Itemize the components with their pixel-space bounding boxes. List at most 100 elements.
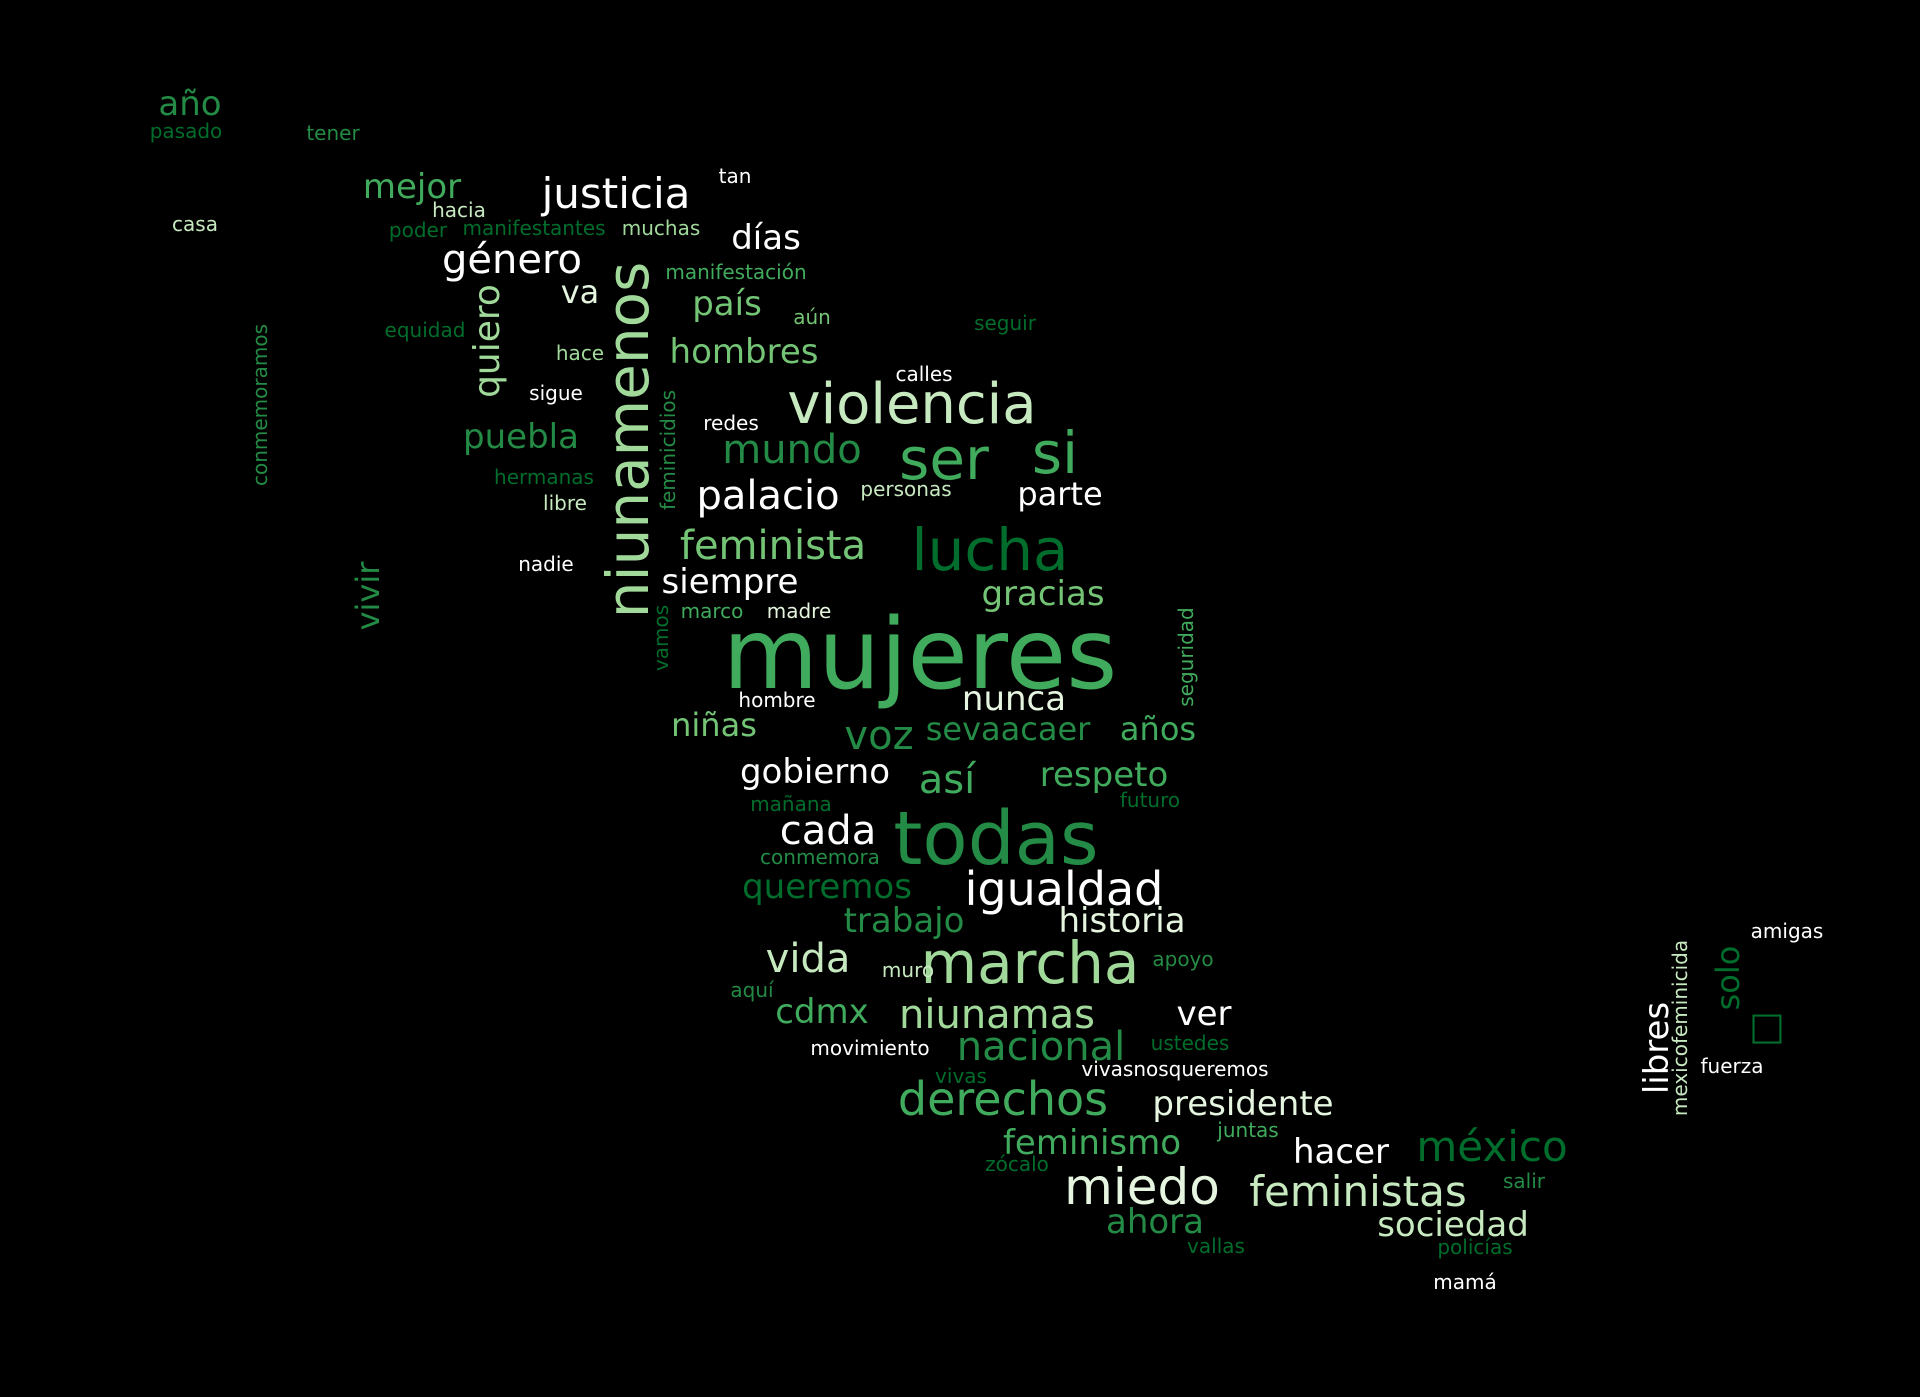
word-muro: muro [881, 958, 935, 982]
word-manana: mañana [750, 792, 832, 816]
word-dias: días [731, 218, 801, 258]
word-igualdad: igualdad [964, 862, 1164, 916]
missing-glyph-box: □ [1749, 1004, 1785, 1048]
word-tan: tan [718, 164, 752, 188]
word-queremos: queremos [742, 867, 912, 907]
word-violencia: violencia [787, 372, 1037, 437]
word-historia: historia [1058, 901, 1186, 941]
word-voz: voz [844, 713, 914, 759]
word-hombres: hombres [669, 332, 819, 372]
word-aqui: aquí [730, 978, 774, 1002]
word-si: si [1031, 419, 1079, 487]
word-personas: personas [860, 477, 952, 501]
word-amigas: amigas [1750, 919, 1824, 943]
word-vamos: vamos [649, 604, 673, 672]
word-feministas: feministas [1249, 1167, 1467, 1216]
word-nadie: nadie [518, 552, 574, 576]
word-marco: marco [680, 599, 744, 623]
word-niunamenos: niunamenos [594, 261, 662, 619]
word-todas: todas [893, 796, 1099, 882]
word-sigue: sigue [529, 381, 583, 405]
word-puebla: puebla [463, 417, 579, 457]
word-seguridad: seguridad [1174, 607, 1198, 707]
word-solo: solo [1709, 945, 1747, 1011]
word-mujeres: mujeres [722, 598, 1118, 712]
word-ano: año [158, 84, 222, 124]
word-cada: cada [779, 808, 877, 854]
word-vallas: vallas [1187, 1234, 1245, 1258]
word-ser: ser [899, 425, 989, 493]
word-policias: policías [1437, 1235, 1513, 1259]
word-mama: mamá [1433, 1270, 1497, 1294]
word-vivas: vivas [935, 1064, 987, 1088]
word-conmemoramos: conmemoramos [248, 323, 272, 487]
word-conmemora: conmemora [760, 845, 880, 869]
word-va: va [560, 273, 600, 311]
word-casa: casa [172, 212, 218, 236]
word-mexicofeminicida: mexicofeminicida [1668, 939, 1692, 1117]
word-vivir: vivir [349, 561, 387, 631]
word-pais: país [692, 284, 762, 324]
word-anos: años [1119, 710, 1197, 748]
word-hace: hace [555, 341, 605, 365]
word-tener: tener [306, 121, 360, 145]
word-manifestacion: manifestación [665, 260, 807, 284]
word-niunamas: niunamas [899, 992, 1095, 1038]
word-hombre: hombre [738, 688, 816, 712]
word-presidente: presidente [1152, 1084, 1334, 1124]
word-feminista: feminista [679, 523, 867, 569]
word-madre: madre [766, 599, 832, 623]
word-vida: vida [765, 936, 851, 982]
word-movimiento: movimiento [810, 1036, 930, 1060]
word-hermanas: hermanas [494, 465, 594, 489]
word-nacional: nacional [956, 1024, 1126, 1070]
word-ver: ver [1176, 994, 1232, 1034]
word-sociedad: sociedad [1377, 1205, 1529, 1245]
word-asi: así [918, 757, 976, 803]
word-sevaacaer: sevaacaer [925, 710, 1091, 748]
word-mejor: mejor [362, 167, 462, 207]
word-ahora: ahora [1106, 1202, 1204, 1242]
word-redes: redes [703, 411, 759, 435]
word-ninas: niñas [671, 706, 757, 744]
word-manifestantes: manifestantes [462, 216, 606, 240]
word-apoyo: apoyo [1152, 947, 1214, 971]
word-justicia: justicia [541, 169, 691, 218]
word-lucha: lucha [911, 516, 1069, 584]
word-quiero: quiero [467, 284, 508, 398]
word-genero: género [442, 237, 582, 283]
word-cdmx: cdmx [775, 992, 869, 1032]
word-equidad: equidad [384, 318, 466, 342]
word-seguir: seguir [974, 311, 1036, 335]
word-nunca: nunca [961, 679, 1067, 719]
word-respeto: respeto [1039, 755, 1169, 795]
word-mundo: mundo [722, 427, 862, 473]
word-calles: calles [895, 362, 953, 386]
word-futuro: futuro [1119, 788, 1181, 812]
word-palacio: palacio [696, 473, 840, 519]
word-zocalo: zócalo [985, 1152, 1049, 1176]
word-mexico: méxico [1416, 1122, 1568, 1171]
word-siempre: siempre [661, 562, 799, 602]
word-ustedes: ustedes [1150, 1031, 1230, 1055]
word-fuerza: fuerza [1700, 1054, 1764, 1078]
word-derechos: derechos [897, 1072, 1109, 1126]
word-marcha: marcha [920, 929, 1140, 997]
word-feminicidios: feminicidios [656, 389, 680, 511]
word-pasado: pasado [149, 119, 223, 143]
word-aun: aún [793, 305, 831, 329]
word-feminismo: feminismo [1002, 1123, 1182, 1163]
word-hacia: hacia [432, 198, 486, 222]
word-hacer: hacer [1293, 1132, 1389, 1172]
word-trabajo: trabajo [843, 901, 965, 941]
word-gobierno: gobierno [739, 752, 891, 792]
word-poder: poder [388, 218, 448, 242]
word-libre: libre [543, 491, 587, 515]
word-salir: salir [1502, 1169, 1546, 1193]
word-miedo: miedo [1064, 1158, 1220, 1216]
word-muchas: muchas [621, 216, 701, 240]
word-parte: parte [1017, 475, 1103, 513]
word-juntas: juntas [1217, 1118, 1279, 1142]
word-vivasnosqueremos: vivasnosqueremos [1081, 1057, 1269, 1081]
